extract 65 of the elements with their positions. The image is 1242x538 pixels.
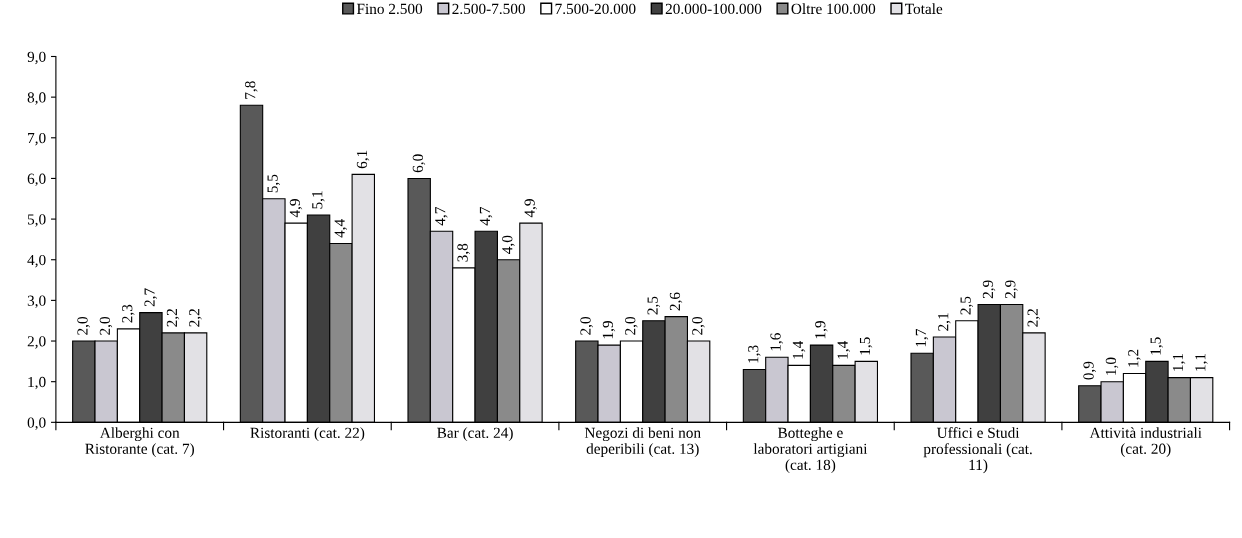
y-tick-label: 4,0: [27, 254, 46, 268]
data-label: 1,4: [792, 341, 806, 359]
x-tick-label: Ristoranti (cat. 22): [250, 427, 365, 442]
data-label: 1,1: [1195, 353, 1208, 371]
data-label: 2,2: [1027, 309, 1040, 327]
data-label: 2,6: [669, 292, 683, 311]
data-label: 2,1: [938, 313, 951, 331]
data-label: 2,5: [647, 296, 660, 315]
data-label: 1,3: [748, 345, 761, 363]
data-label: 3,8: [457, 243, 470, 262]
x-tick-label: Alberghi con Ristorante (cat. 7): [85, 427, 194, 458]
x-tick-label: Attività industriali (cat. 20): [1089, 427, 1202, 458]
legend-label: Fino 2.500: [356, 3, 423, 15]
data-label: 1,6: [770, 333, 783, 351]
data-label: 5,5: [267, 174, 280, 193]
x-tick-label: Uffici e Studi professionali (cat. 11): [923, 427, 1032, 474]
data-label: 1,9: [815, 321, 828, 339]
legend-label: 2.500-7.500: [452, 3, 525, 15]
y-tick-label: 7,0: [28, 132, 46, 146]
y-tick-label: 5,0: [27, 214, 46, 227]
data-label: 1,9: [602, 321, 616, 339]
y-tick-label: 6,0: [27, 173, 46, 187]
data-label: 1,5: [1150, 337, 1163, 355]
data-label: 1,1: [1172, 353, 1186, 371]
data-label: 7,8: [245, 81, 258, 99]
y-tick-label: 2,0: [27, 336, 46, 349]
data-label: 2,5: [960, 296, 973, 315]
data-label: 6,1: [356, 150, 370, 169]
data-label: 2,3: [122, 304, 135, 323]
data-label: 4,9: [524, 199, 537, 218]
data-label: 1,4: [837, 341, 850, 359]
y-tick-label: 1,0: [28, 376, 46, 390]
data-label: 6,0: [412, 154, 426, 173]
data-label: 2,0: [580, 316, 593, 335]
legend-label: 7.500-20.000: [555, 3, 636, 15]
data-label: 2,0: [625, 316, 638, 335]
data-label: 2,7: [144, 288, 157, 307]
data-label: 2,2: [166, 309, 180, 327]
y-tick-label: 0,0: [27, 417, 46, 430]
data-label: 2,2: [189, 309, 202, 327]
y-tick-label: 9,0: [27, 51, 46, 65]
data-label: 4,4: [334, 219, 347, 238]
data-label: 0,9: [1083, 361, 1096, 380]
data-label: 5,1: [312, 191, 325, 209]
data-label: 1,0: [1105, 357, 1119, 375]
x-tick-label: Botteghe e laboratori artigiani (cat. 18): [753, 427, 868, 474]
data-label: 1,2: [1128, 349, 1141, 367]
data-label: 4,9: [289, 199, 303, 218]
data-label: 4,7: [435, 207, 448, 226]
legend-label: 20.000-100.000: [665, 3, 762, 15]
data-label: 2,9: [1005, 280, 1018, 299]
data-label: 4,7: [479, 207, 493, 226]
legend-label: Totale: [905, 3, 943, 15]
data-label: 2,0: [77, 316, 90, 335]
x-tick-label: Negozi di beni non deperibili (cat. 13): [584, 427, 701, 458]
data-label: 4,0: [502, 235, 515, 254]
data-label: 1,7: [915, 329, 929, 347]
data-label: 2,0: [99, 316, 113, 335]
y-tick-label: 8,0: [27, 92, 46, 105]
data-label: 1,5: [859, 337, 873, 355]
x-tick-label: Bar (cat. 24): [437, 427, 513, 442]
y-tick-label: 3,0: [27, 295, 46, 309]
data-label: 2,9: [982, 280, 996, 299]
legend-label: Oltre 100.000: [791, 3, 876, 15]
data-label: 2,0: [692, 316, 705, 335]
